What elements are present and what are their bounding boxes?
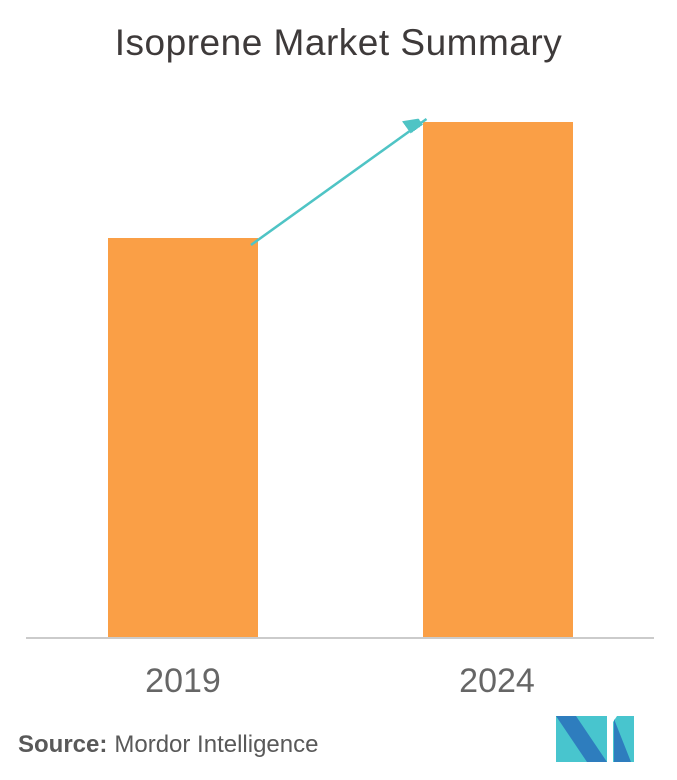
- x-tick-2024: 2024: [459, 662, 535, 700]
- logo-left-blue-band: [556, 716, 607, 762]
- x-axis-line: [26, 637, 654, 639]
- logo-right-blue-triangle: [614, 719, 631, 762]
- growth-arrow-line: [250, 119, 428, 247]
- mordor-intelligence-logo: [556, 716, 634, 762]
- chart-title: Isoprene Market Summary: [114, 22, 563, 63]
- bar-2024: [422, 122, 573, 638]
- source-caption: Source: Mordor Intelligence: [18, 731, 318, 759]
- x-tick-2019: 2019: [145, 662, 221, 700]
- source-text: Mordor Intelligence: [114, 731, 319, 758]
- source-label: Source:: [18, 731, 108, 758]
- bar-2019: [108, 238, 258, 638]
